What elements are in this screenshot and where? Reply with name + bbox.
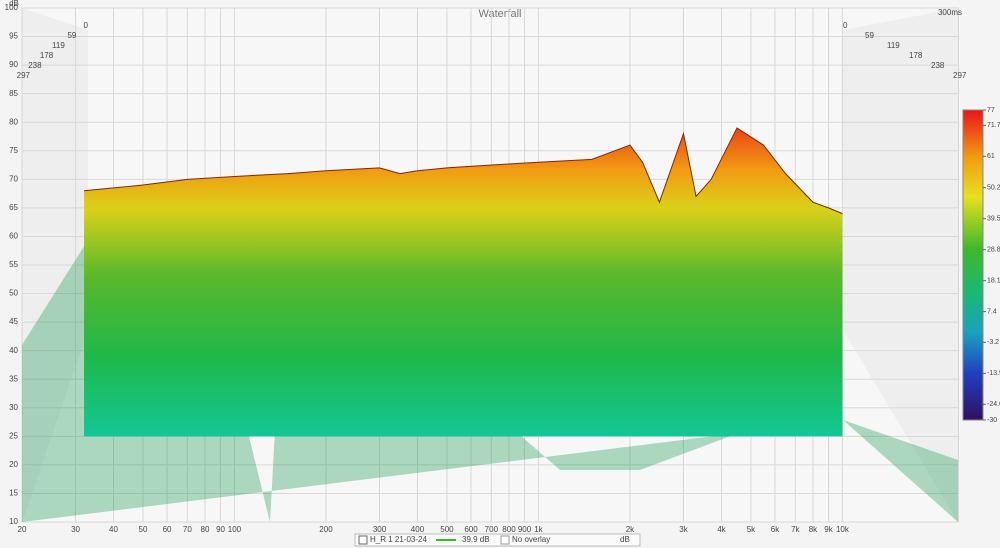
x-tick-label: 300 [373,525,387,534]
y-tick-label: 30 [9,403,18,412]
x-tick-label: 900 [518,525,532,534]
colorbar-label: 77 [987,107,995,114]
y-tick-label: 50 [9,289,18,298]
legend-checkbox[interactable] [358,535,368,545]
x-tick-label: 30 [71,525,80,534]
x-tick-label: 4k [717,525,726,534]
x-tick-label: 70 [183,525,192,534]
colorbar-label: -24.6 [987,401,1000,408]
x-tick-label: 10k [836,525,850,534]
x-tick-label: 9k [824,525,833,534]
y-tick-label: 75 [9,146,18,155]
x-tick-label: 2k [626,525,635,534]
x-tick-label: 60 [163,525,172,534]
x-tick-label: 700 [485,525,499,534]
y-axis-label: dB [9,0,19,8]
colorbar-label: 28.8 [987,246,1000,253]
x-tick-label: 20 [18,525,27,534]
time-tick-label: 297 [17,71,31,80]
legend: H_R 1 21-03-24 39.9 dB No overlay dB [354,533,641,547]
x-tick-label: 100 [228,525,242,534]
x-tick-label: 500 [440,525,454,534]
x-tick-label: 50 [139,525,148,534]
y-tick-label: 10 [9,517,18,526]
overlay-checkbox[interactable] [500,535,510,545]
y-tick-label: 15 [9,489,18,498]
colorbar-label: -13.9 [987,370,1000,377]
y-tick-label: 35 [9,374,18,383]
colorbar-label: 39.5 [987,215,1000,222]
legend-measurement: H_R 1 21-03-24 [370,535,427,544]
y-tick-label: 40 [9,346,18,355]
legend-unit: dB [620,535,630,544]
legend-overlay: No overlay [512,535,550,544]
colorbar-label: 50.2 [987,184,1000,191]
y-tick-label: 25 [9,431,18,440]
time-tick-label: 59 [865,31,874,40]
y-tick-label: 100 [5,3,19,12]
x-tick-label: 7k [791,525,800,534]
time-tick-label: 178 [40,51,54,60]
time-tick-label: 119 [887,41,900,50]
colorbar [962,109,984,421]
x-tick-label: 80 [201,525,210,534]
x-tick-label: 400 [411,525,425,534]
y-tick-label: 70 [9,174,18,183]
time-tick-label: 297 [953,71,967,80]
x-tick-label: 600 [464,525,478,534]
colorbar-label: 71.7 [987,122,1000,129]
legend-level: 39.9 dB [462,535,490,544]
response-line [83,127,843,215]
y-tick-label: 65 [9,203,18,212]
legend-box [354,533,641,547]
y-tick-label: 85 [9,89,18,98]
colorbar-label: -3.2 [987,339,999,346]
y-tick-label: 95 [9,32,18,41]
chart-title: Waterfall [479,8,522,20]
y-tick-label: 90 [9,60,18,69]
x-tick-label: 40 [109,525,118,534]
time-tick-label: 0 [843,21,848,30]
x-tick-label: 5k [747,525,756,534]
time-unit-label: 300ms [938,8,962,17]
y-tick-label: 55 [9,260,18,269]
colorbar-label: 18.1 [987,277,1000,284]
time-tick-label: 238 [931,61,945,70]
x-tick-label: 90 [216,525,225,534]
x-tick-label: 200 [319,525,333,534]
time-tick-label: 178 [909,51,923,60]
y-tick-label: 20 [9,460,18,469]
colorbar-label: 61 [987,153,995,160]
x-tick-label: 800 [502,525,516,534]
time-tick-label: 119 [52,41,65,50]
y-tick-label: 45 [9,317,18,326]
time-tick-label: 59 [67,31,76,40]
response-area [84,127,843,437]
y-tick-label: 60 [9,232,18,241]
time-tick-label: 238 [28,61,42,70]
colorbar-label: -30 [987,417,997,424]
x-tick-label: 8k [809,525,818,534]
x-tick-label: 3k [679,525,688,534]
time-tick-label: 0 [84,21,89,30]
x-tick-label: 6k [771,525,780,534]
colorbar-label: 7.4 [987,308,997,315]
x-tick-label: 1k [534,525,543,534]
y-tick-label: 80 [9,117,18,126]
